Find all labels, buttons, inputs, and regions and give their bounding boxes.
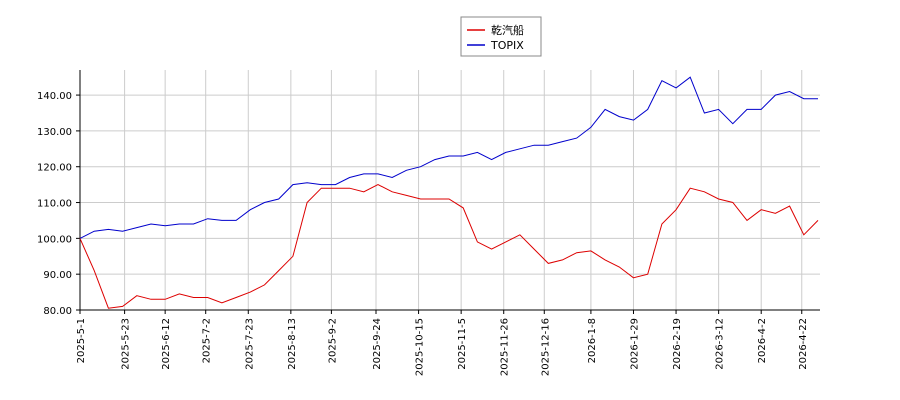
x-tick-label: 2025-9-2 — [327, 318, 338, 363]
x-tick-label: 2026-1-29 — [629, 318, 640, 370]
x-tick-label: 2025-5-1 — [76, 318, 87, 363]
series-line — [79, 184, 819, 309]
legend-label: 乾汽船 — [491, 23, 524, 37]
x-tick-label: 2025-8-13 — [287, 318, 298, 370]
y-tick-label: 140.00 — [37, 91, 72, 102]
x-tick-label: 2026-4-2 — [757, 318, 768, 363]
x-tick-label: 2025-9-24 — [372, 318, 383, 370]
x-tick-label: 2026-4-22 — [798, 318, 809, 370]
x-tick-label: 2025-7-2 — [202, 318, 213, 363]
x-tick-label: 2025-10-15 — [415, 318, 426, 376]
y-tick-label: 110.00 — [37, 199, 72, 210]
legend: 乾汽船 TOPIX — [460, 16, 542, 57]
x-tick-label: 2025-6-12 — [161, 318, 172, 370]
x-tick-label: 2025-12-16 — [540, 318, 551, 376]
y-tick-label: 80.00 — [43, 306, 72, 317]
y-tick-label: 100.00 — [37, 234, 72, 245]
x-tick-label: 2026-2-19 — [672, 318, 683, 370]
x-tick-label: 2026-3-12 — [715, 318, 726, 370]
x-tick-label: 2025-5-23 — [121, 318, 132, 370]
y-tick-label: 90.00 — [43, 270, 72, 281]
y-tick-label: 130.00 — [37, 127, 72, 138]
series-line — [79, 76, 818, 239]
x-tick-label: 2026-1-8 — [587, 318, 598, 363]
x-tick-label: 2025-7-23 — [244, 318, 255, 370]
legend-box — [460, 16, 542, 57]
legend-label: TOPIX — [490, 39, 524, 52]
x-tick-label: 2025-11-5 — [457, 318, 468, 370]
y-tick-label: 120.00 — [37, 163, 72, 174]
x-tick-label: 2025-11-26 — [500, 318, 511, 376]
